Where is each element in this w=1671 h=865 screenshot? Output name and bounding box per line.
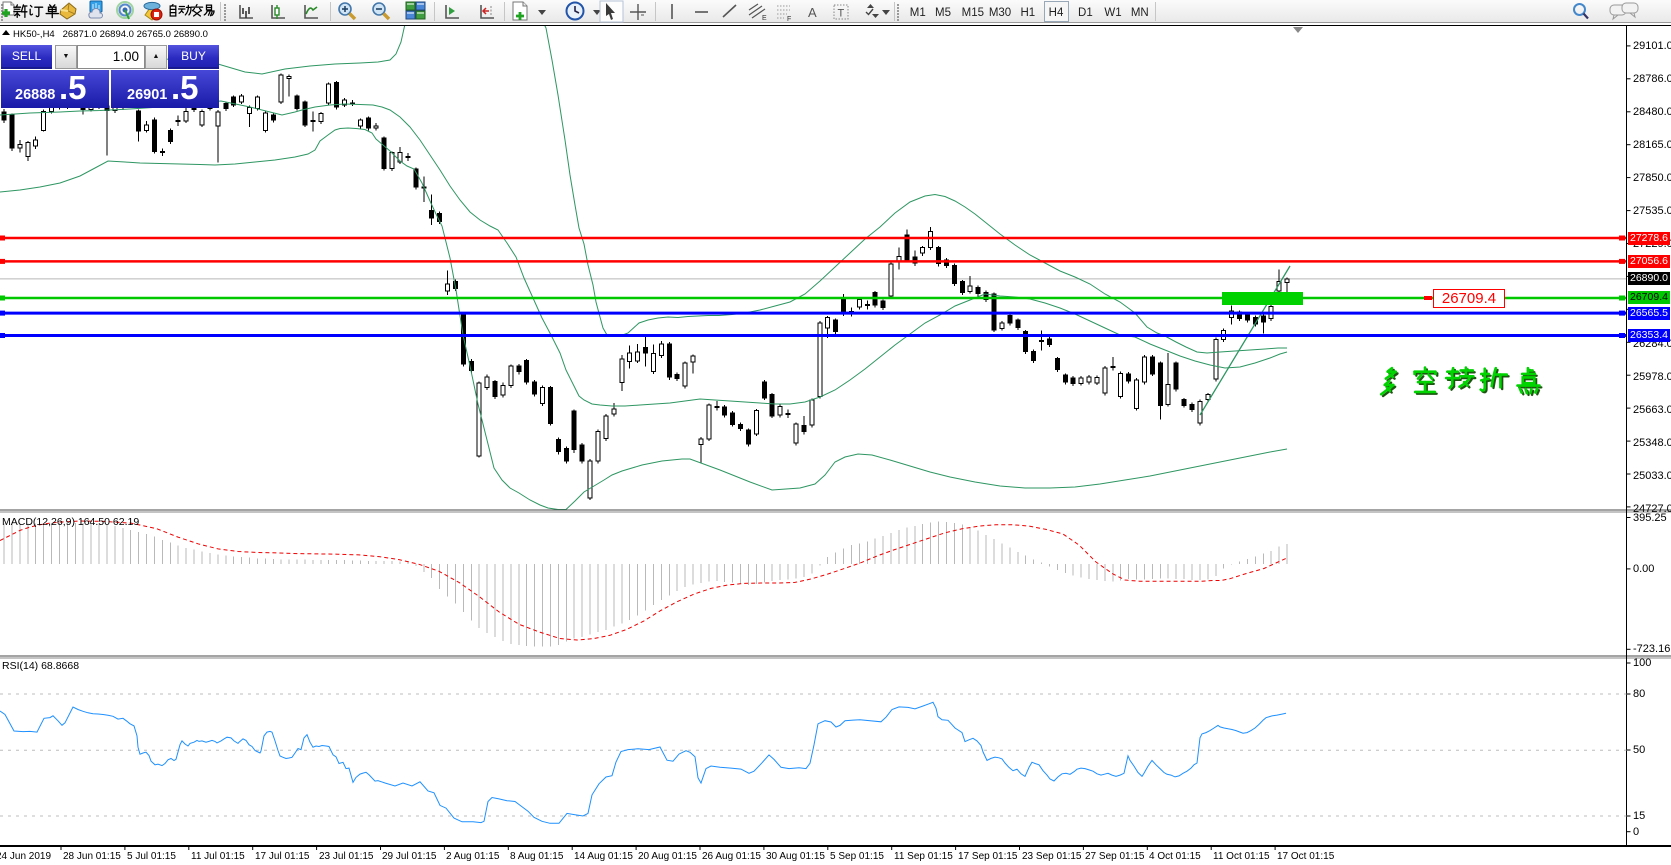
- svg-text:MN: MN: [1131, 7, 1149, 19]
- svg-text:W1: W1: [1104, 7, 1121, 19]
- svg-text:F: F: [787, 16, 791, 23]
- svg-text:M5: M5: [935, 7, 951, 19]
- svg-text:M30: M30: [989, 7, 1011, 19]
- svg-text:T: T: [838, 8, 845, 20]
- svg-text:M15: M15: [962, 7, 984, 19]
- svg-text:M1: M1: [910, 7, 926, 19]
- svg-text:D1: D1: [1078, 7, 1093, 19]
- svg-text:H4: H4: [1049, 7, 1064, 19]
- svg-text:A: A: [808, 5, 817, 20]
- svg-text:E: E: [762, 15, 767, 22]
- svg-text:H1: H1: [1020, 7, 1035, 19]
